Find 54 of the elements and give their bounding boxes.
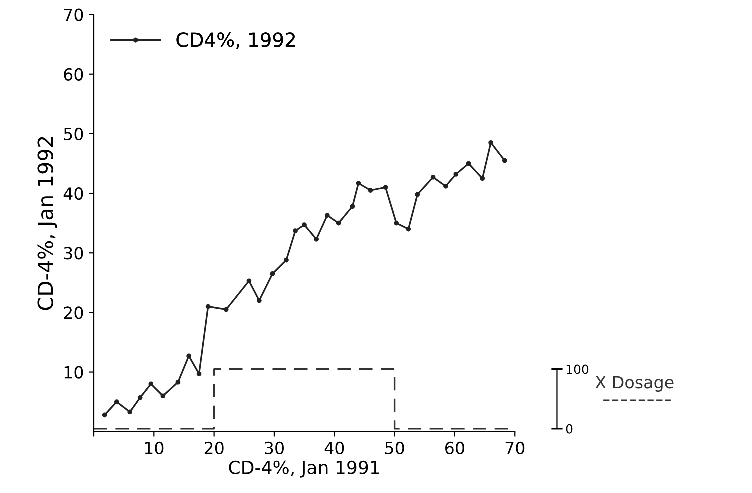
y-tick-label: 60 <box>64 68 84 81</box>
y-tick-label: 70 <box>64 8 84 22</box>
point <box>284 258 289 263</box>
x-tick-label: 70 <box>506 442 525 454</box>
point <box>257 298 262 304</box>
y-tick-label: 50 <box>64 128 84 141</box>
point <box>368 188 374 193</box>
y2-tick-label: 100 <box>566 364 589 374</box>
text: X Dosage <box>596 376 674 392</box>
point <box>246 278 252 284</box>
point <box>406 226 412 232</box>
y-axis-title: CD-4%, Jan 1992 <box>38 137 58 310</box>
point <box>206 304 211 310</box>
legend-label: CD4%, 1992 <box>176 32 295 50</box>
x-tick-label: 20 <box>204 442 224 454</box>
x-axis-title: CD-4%, Jan 1991 <box>229 460 380 478</box>
point <box>302 222 307 228</box>
y-tick-label: 40 <box>64 188 84 200</box>
point <box>138 395 143 400</box>
y-tick-label: 20 <box>64 306 84 320</box>
x-tick-label: 10 <box>145 442 164 454</box>
point <box>186 354 192 359</box>
point <box>488 140 494 146</box>
point <box>324 213 330 218</box>
point <box>454 172 459 177</box>
point <box>196 372 202 377</box>
point <box>356 180 362 186</box>
point <box>502 158 508 164</box>
point <box>128 410 133 415</box>
point <box>176 380 181 385</box>
y2-tick-label: 0 <box>566 424 573 434</box>
x-tick-label: 30 <box>265 442 284 454</box>
point <box>444 184 448 189</box>
point <box>148 382 154 387</box>
point <box>350 204 356 210</box>
y-tick-label: 30 <box>64 247 84 260</box>
point <box>430 175 436 180</box>
point <box>336 220 342 226</box>
point <box>160 394 166 399</box>
point <box>480 176 486 182</box>
point <box>224 307 229 312</box>
point <box>466 161 472 166</box>
x-tick-label: 50 <box>385 442 404 454</box>
point <box>415 192 420 198</box>
point <box>314 236 320 242</box>
point <box>394 220 400 226</box>
point <box>270 272 276 276</box>
y-tick-label: 10 <box>64 366 84 379</box>
x-tick-label: 40 <box>324 442 344 454</box>
point <box>114 400 120 405</box>
point <box>293 228 298 234</box>
point <box>383 185 388 190</box>
x-tick-label: 60 <box>446 442 464 454</box>
point <box>102 412 108 418</box>
